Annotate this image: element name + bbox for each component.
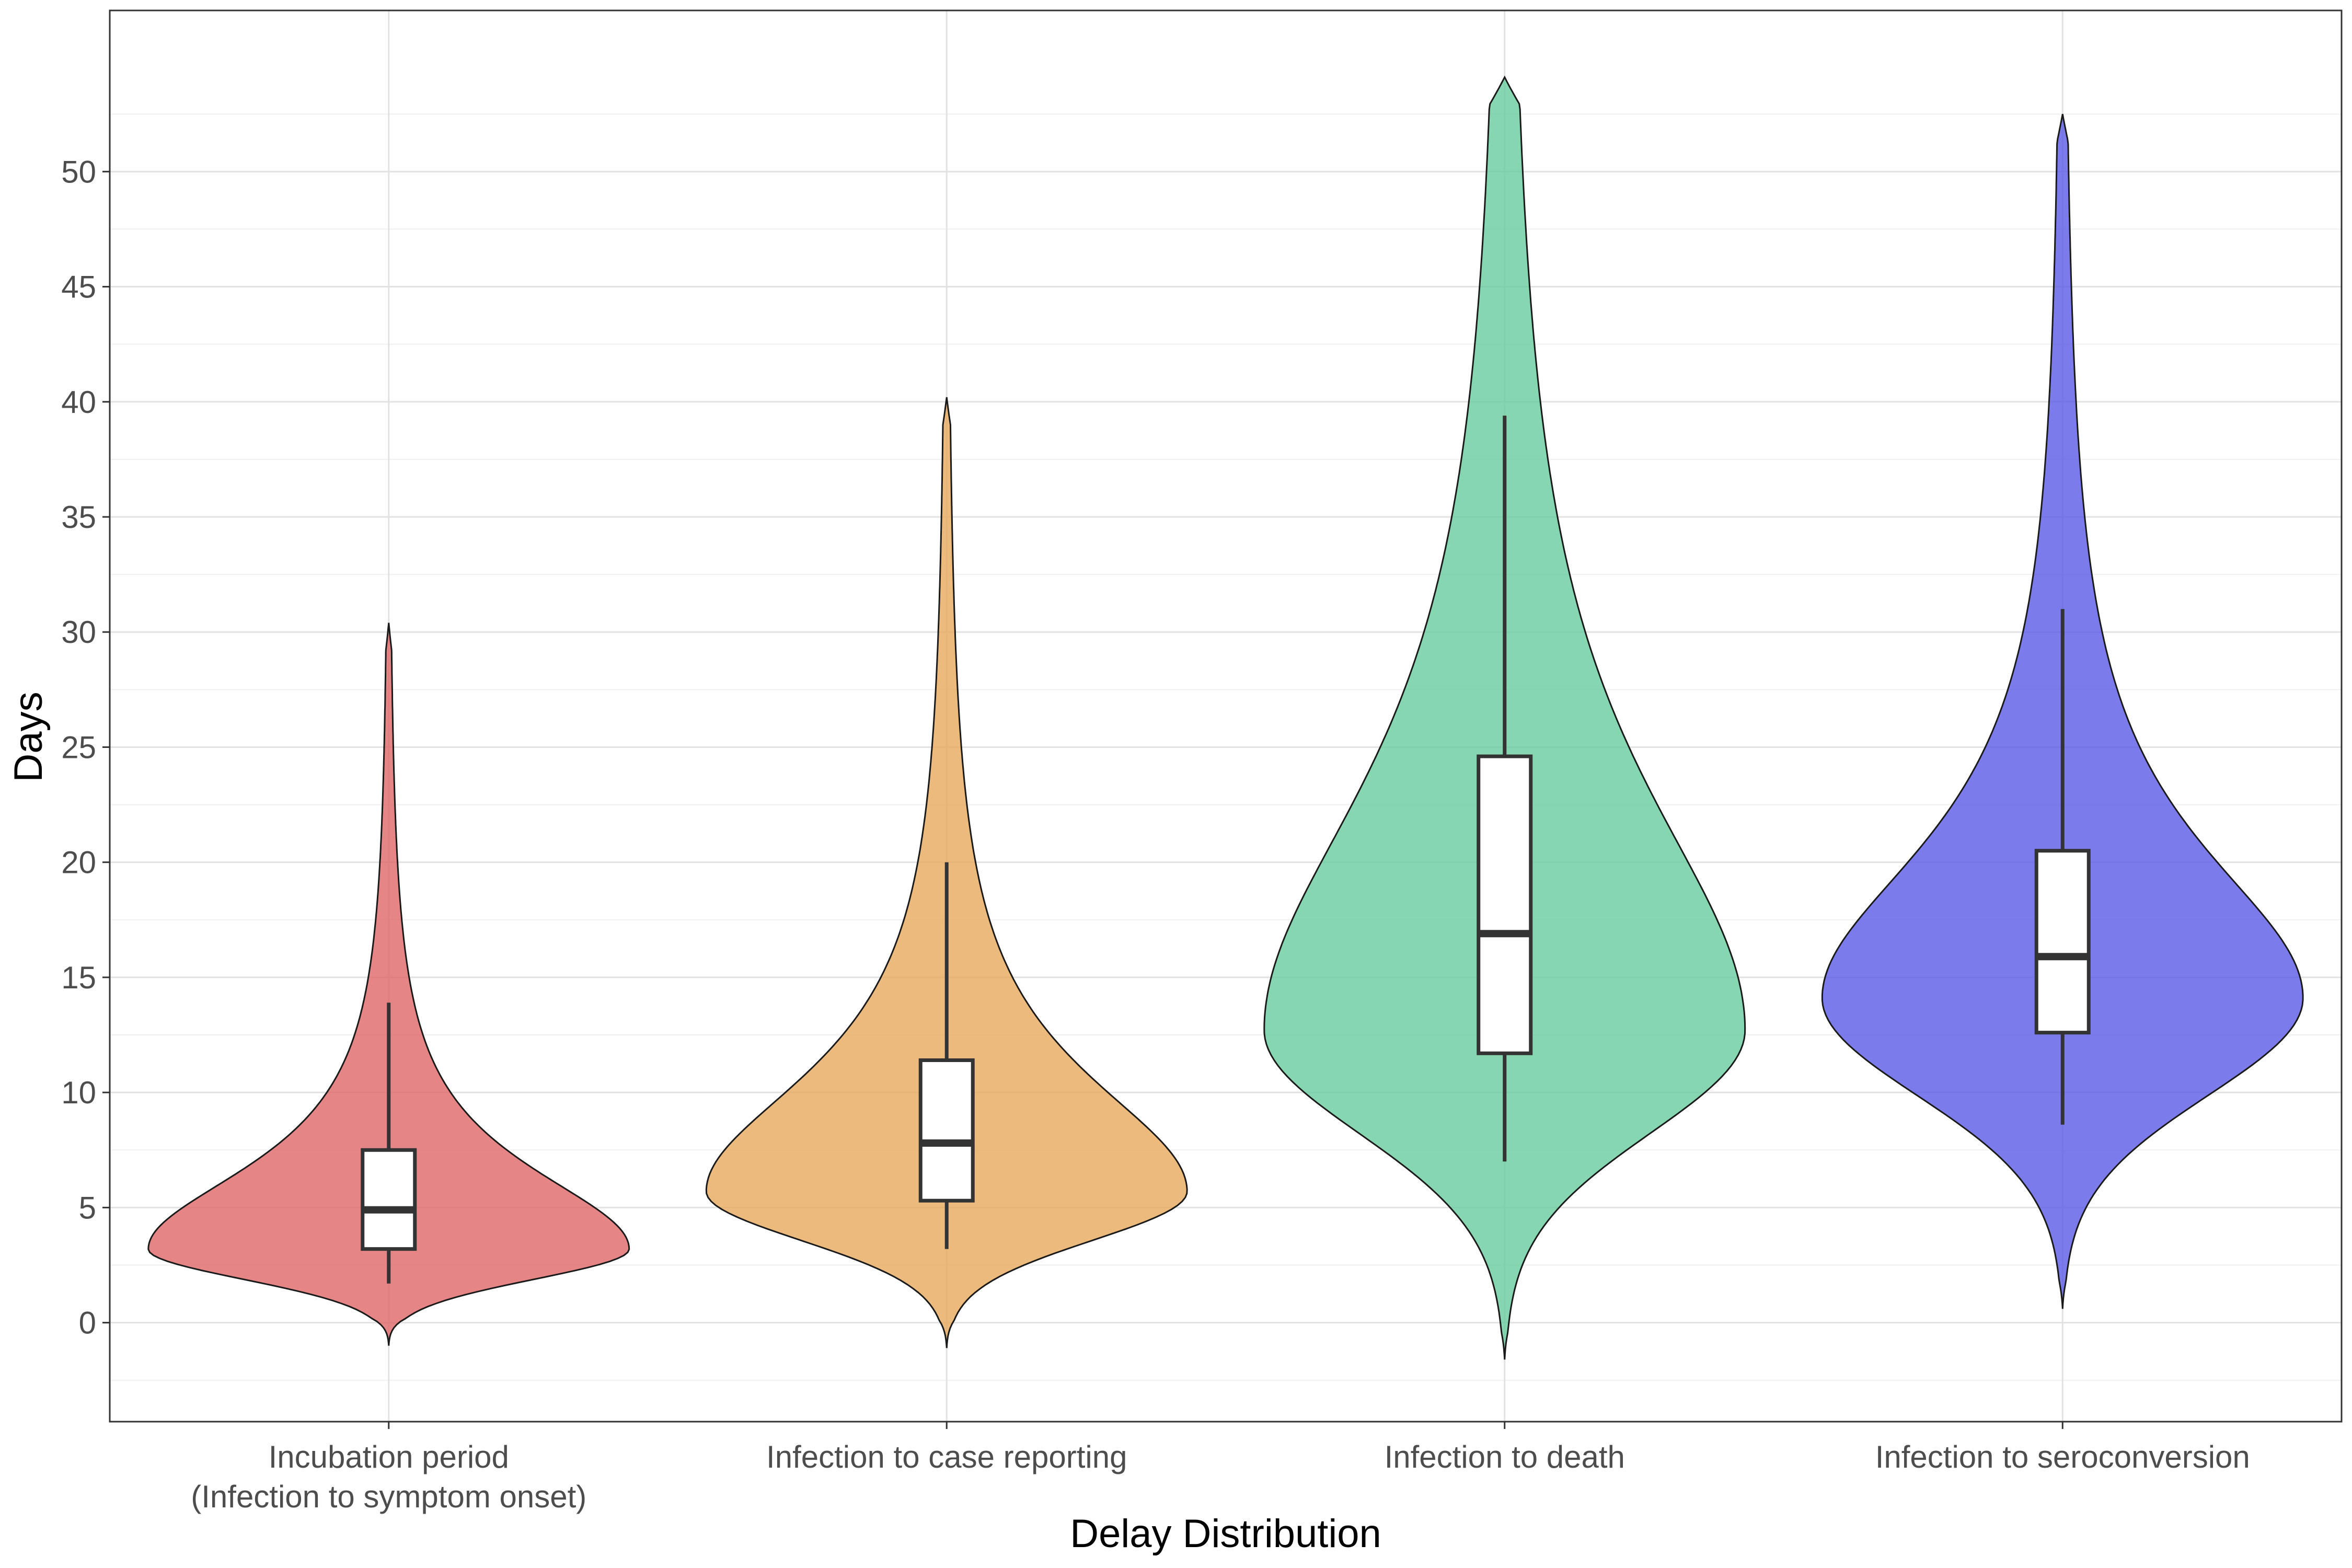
iqr-box <box>2034 849 2091 1035</box>
x-tick-label: Infection to case reporting <box>766 1439 1127 1474</box>
y-tick-label: 10 <box>61 1075 96 1110</box>
panel-border <box>109 9 2343 1423</box>
x-tick-label: (Infection to symptom onset) <box>191 1479 586 1514</box>
iqr-box <box>918 1058 975 1203</box>
iqr-box <box>1477 754 1533 1055</box>
y-tick-label: 25 <box>61 730 96 765</box>
x-tick-label: Infection to death <box>1385 1439 1625 1474</box>
x-tick-label: Infection to seroconversion <box>1875 1439 2250 1474</box>
x-tick-label: Incubation period <box>269 1439 509 1474</box>
boxplots <box>361 416 2091 1284</box>
y-tick-label: 45 <box>61 270 96 305</box>
x-axis: Incubation period (Infection to symptom o… <box>191 1422 2250 1514</box>
y-tick-label: 5 <box>79 1190 96 1225</box>
y-tick-label: 50 <box>61 154 96 189</box>
y-tick-label: 15 <box>61 960 96 995</box>
y-tick-label: 30 <box>61 615 96 650</box>
iqr-box <box>361 1148 417 1251</box>
y-tick-label: 0 <box>79 1306 96 1341</box>
y-tick-label: 40 <box>61 385 96 420</box>
y-tick-label: 20 <box>61 845 96 880</box>
x-axis-title: Delay Distribution <box>1070 1512 1381 1556</box>
y-axis: 0 5 10 15 20 25 30 35 40 45 50 <box>61 154 110 1341</box>
y-axis-title: Days <box>6 691 51 782</box>
violin-1 <box>147 622 630 1346</box>
y-tick-label: 35 <box>61 500 96 535</box>
